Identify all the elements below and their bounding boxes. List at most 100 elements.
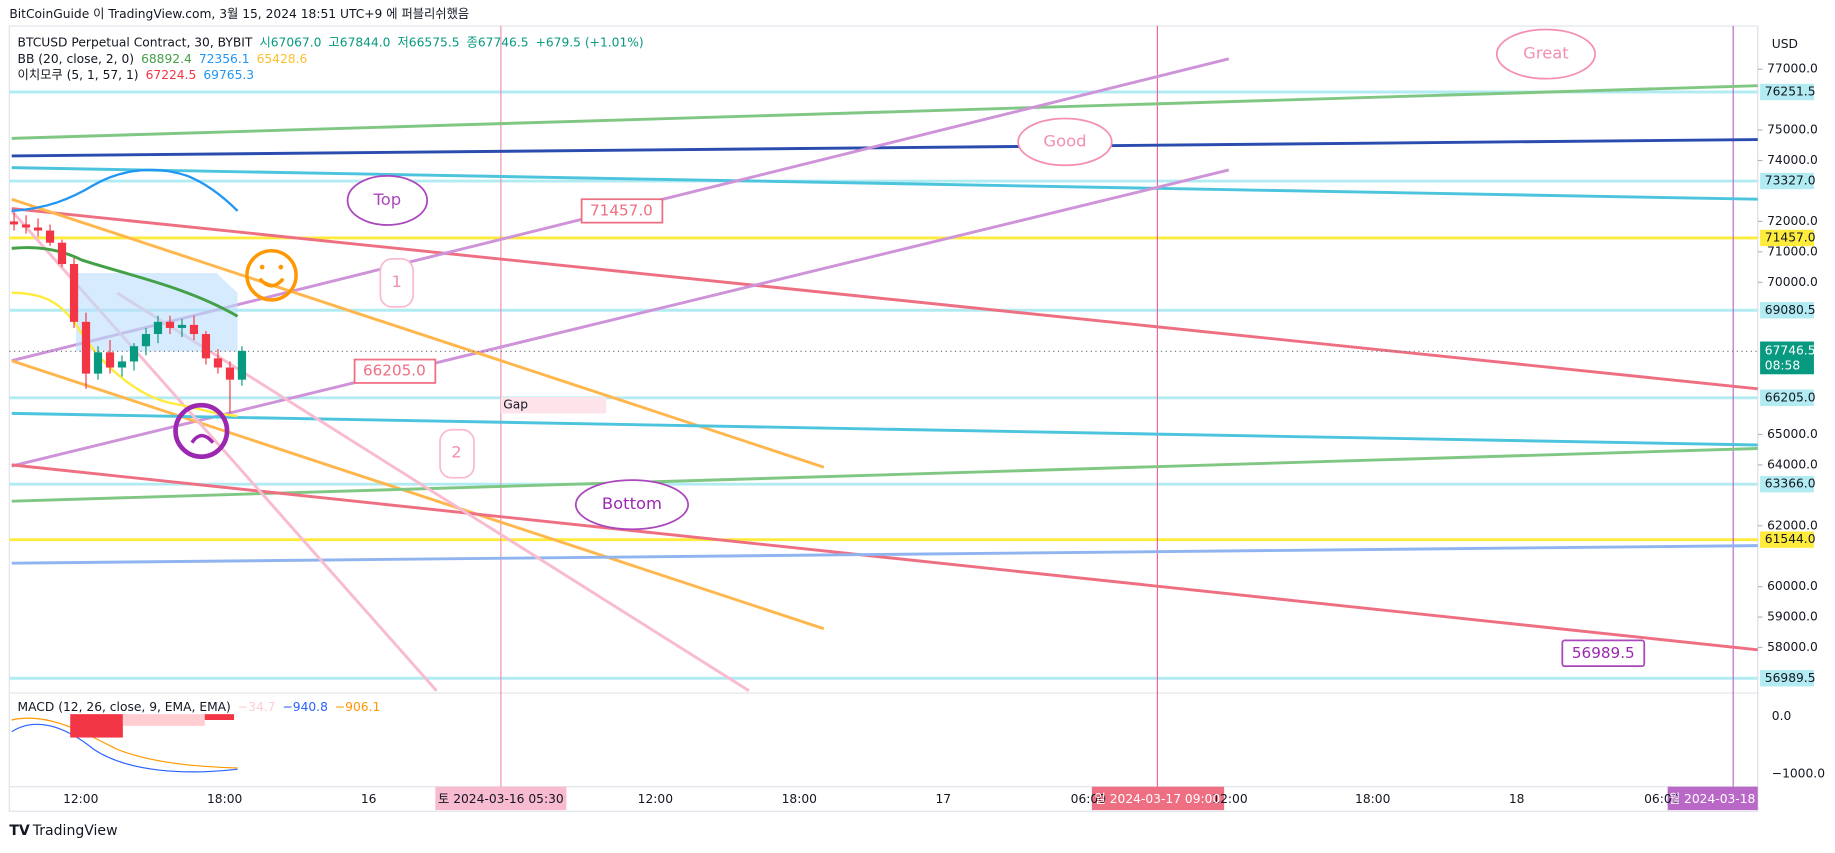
- candle-body: [213, 358, 223, 368]
- level-label-bg: [1760, 389, 1814, 406]
- callout: [1495, 28, 1596, 80]
- annotation: 1: [392, 272, 402, 291]
- level-label: 56989.5: [1765, 671, 1816, 685]
- annotation: 66205.0: [363, 362, 426, 380]
- indicator: BB (20, close, 2, 0): [18, 51, 135, 65]
- candle-body: [33, 227, 43, 231]
- macd-legend: MACD (12, 26, close, 9, EMA, EMA) −34.7 −9…: [18, 700, 381, 714]
- candle-body: [93, 352, 103, 374]
- time-marker-label: 일 2024-03-17 09:00: [1095, 792, 1221, 806]
- drawings: [9, 26, 1758, 787]
- level-label: 69080.5: [1765, 303, 1816, 317]
- sad-mouth: [190, 433, 215, 444]
- annotation: Top: [373, 190, 402, 209]
- macd-signal: [11, 717, 238, 769]
- y-tick-label: 62000.0: [1767, 518, 1818, 532]
- trend-line: [11, 84, 1758, 140]
- level-label: 66205.0: [1765, 390, 1816, 404]
- trend-line: [11, 447, 1758, 503]
- y-tick-label: 64000.0: [1767, 457, 1818, 471]
- callout: [439, 428, 475, 479]
- trend-line: [11, 197, 825, 469]
- time-marker-label: 월 2024-03-18: [1669, 792, 1755, 806]
- symbol: BTCUSD Perpetual Contract, 30, BYBIT: [18, 35, 253, 49]
- annotation: 71457.0: [590, 201, 653, 219]
- level-label: 71457.0: [1765, 230, 1816, 244]
- level-label: 63366.0: [1765, 477, 1816, 491]
- smiley: [245, 248, 298, 302]
- y-tick-label: 74000.0: [1767, 153, 1818, 167]
- indicator-value: 69765.3: [203, 68, 254, 82]
- time-label: 18: [1509, 792, 1525, 806]
- time-marker: [435, 786, 567, 811]
- macd-histogram: [204, 714, 235, 720]
- y-tick-label: 72000.0: [1767, 214, 1818, 228]
- annotation: Good: [1043, 131, 1086, 150]
- callout: [379, 258, 414, 308]
- candle-body: [9, 221, 19, 225]
- y-tick-label: 60000.0: [1767, 579, 1818, 593]
- candle-body: [201, 334, 211, 359]
- publisher: BitCoinGuide 이 TradingView.com, 3월 15, 2…: [9, 6, 469, 21]
- last-price: 67746.5: [1765, 343, 1816, 357]
- time-marker: [1091, 786, 1225, 811]
- ichimoku-cloud: [76, 272, 238, 352]
- time-marker: [1667, 786, 1758, 811]
- sad-face: [173, 402, 230, 460]
- smiley-mouth: [258, 277, 285, 288]
- trend-line: [11, 463, 1758, 652]
- candle-body: [237, 350, 247, 380]
- y-tick-label: 58000.0: [1767, 640, 1818, 654]
- y-tick-label: 59000.0: [1767, 610, 1818, 624]
- level-label-bg: [1760, 172, 1814, 190]
- y-tick-label: 77000.0: [1767, 62, 1818, 76]
- level-label: 76251.5: [1765, 85, 1816, 99]
- annotation: Bottom: [602, 494, 662, 513]
- y-tick-label: 70000.0: [1767, 275, 1818, 289]
- level-label-bg: [1760, 476, 1814, 493]
- callout: [574, 479, 690, 531]
- macd-tick: −1000.0: [1772, 766, 1825, 780]
- gap-box: [500, 396, 607, 414]
- candle-body: [225, 367, 235, 380]
- annotation: 56989.5: [1572, 644, 1635, 662]
- callouts: [346, 28, 1646, 668]
- time-label: 12:00: [1212, 792, 1247, 806]
- candle-body: [141, 334, 151, 347]
- macd-line: [11, 723, 238, 773]
- candle-body: [69, 264, 79, 322]
- y-tick-label: 65000.0: [1767, 427, 1818, 441]
- indicator: 이치모쿠 (5, 1, 57, 1): [18, 68, 139, 82]
- candle-body: [165, 321, 175, 328]
- macd-pane: MACD (12, 26, close, 9, EMA, EMA) −34.7 −9…: [11, 700, 1825, 780]
- time-label: 06:00: [1644, 792, 1679, 806]
- currency: USD: [1772, 37, 1798, 51]
- indicator: MACD (12, 26, close, 9, EMA, EMA): [18, 700, 231, 714]
- time-label: 06:00: [1071, 792, 1106, 806]
- countdown: 08:58: [1765, 359, 1800, 373]
- trend-line: [11, 207, 1758, 391]
- smiley-eye: [259, 264, 265, 270]
- time-label: 18:00: [782, 792, 817, 806]
- indicator-value: 68892.4: [141, 51, 192, 65]
- annotation: 2: [451, 443, 461, 462]
- legend: BB (20, close, 2, 0) 68892.4 72356.1 65428.…: [18, 51, 308, 65]
- bb-upper: [11, 168, 239, 213]
- time-label: 12:00: [638, 792, 673, 806]
- ohlc: 고67844.0: [328, 35, 390, 49]
- smiley-eye: [278, 264, 284, 270]
- level-label-bg: [1760, 531, 1814, 548]
- time-label: 16: [361, 792, 377, 806]
- level-label-bg: [1760, 229, 1814, 247]
- time-label: 12:00: [63, 792, 98, 806]
- time-label: 18:00: [207, 792, 242, 806]
- y-tick-label: 71000.0: [1767, 244, 1818, 258]
- level-label: 61544.0: [1765, 532, 1816, 546]
- level-label-bg: [1760, 670, 1814, 687]
- candle-body: [81, 321, 91, 374]
- macd-histogram: [70, 714, 123, 738]
- candle-body: [21, 224, 31, 228]
